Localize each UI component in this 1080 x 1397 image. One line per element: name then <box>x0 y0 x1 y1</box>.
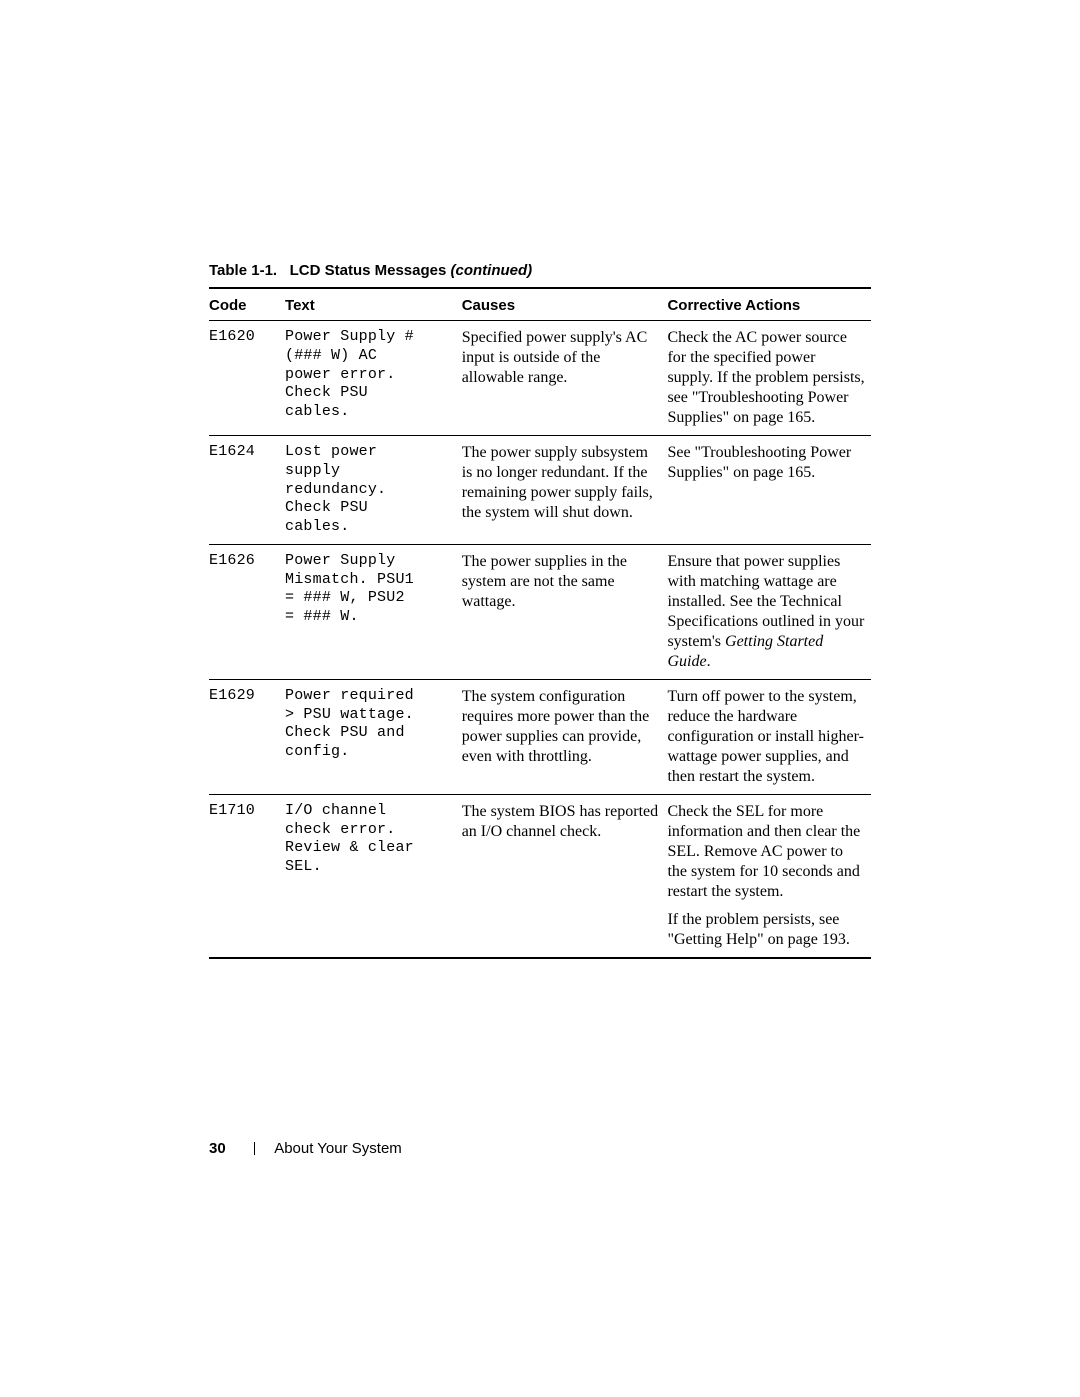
cell-causes: The system BIOS has reported an I/O chan… <box>462 794 668 958</box>
table-caption: Table 1-1. LCD Status Messages (continue… <box>209 262 871 279</box>
cell-action: See "Troubleshooting Power Supplies" on … <box>667 436 871 545</box>
table-row: E1710 I/O channel check error. Review & … <box>209 794 871 958</box>
action-main: Check the SEL for more information and t… <box>667 802 865 902</box>
cell-action: Check the SEL for more information and t… <box>667 794 871 958</box>
cell-causes: The power supplies in the system are not… <box>462 544 668 679</box>
caption-prefix: Table 1-1. <box>209 262 277 279</box>
footer-section: About Your System <box>274 1140 402 1157</box>
table-row: E1626 Power Supply Mismatch. PSU1 = ### … <box>209 544 871 679</box>
page-footer: 30 About Your System <box>209 1140 402 1157</box>
cell-action: Ensure that power supplies with matching… <box>667 544 871 679</box>
cell-action: Turn off power to the system, reduce the… <box>667 679 871 794</box>
cell-text: Power required > PSU wattage. Check PSU … <box>285 679 462 794</box>
page-number: 30 <box>209 1140 226 1157</box>
col-causes: Causes <box>462 288 668 321</box>
table-row: E1629 Power required > PSU wattage. Chec… <box>209 679 871 794</box>
action-extra: If the problem persists, see "Getting He… <box>667 910 865 950</box>
caption-continued: (continued) <box>451 262 533 279</box>
cell-action: Check the AC power source for the specif… <box>667 321 871 436</box>
table-header-row: Code Text Causes Corrective Actions <box>209 288 871 321</box>
col-text: Text <box>285 288 462 321</box>
col-code: Code <box>209 288 285 321</box>
cell-text: Lost power supply redundancy. Check PSU … <box>285 436 462 545</box>
caption-title: LCD Status Messages <box>290 262 447 279</box>
cell-text: I/O channel check error. Review & clear … <box>285 794 462 958</box>
status-messages-table: Code Text Causes Corrective Actions E162… <box>209 287 871 959</box>
cell-causes: Specified power supply's AC input is out… <box>462 321 668 436</box>
cell-code: E1710 <box>209 794 285 958</box>
cell-causes: The system configuration requires more p… <box>462 679 668 794</box>
footer-divider <box>254 1142 255 1155</box>
cell-code: E1629 <box>209 679 285 794</box>
table-row: E1620 Power Supply # (### W) AC power er… <box>209 321 871 436</box>
cell-text: Power Supply Mismatch. PSU1 = ### W, PSU… <box>285 544 462 679</box>
cell-code: E1620 <box>209 321 285 436</box>
col-action: Corrective Actions <box>667 288 871 321</box>
action-suffix: . <box>707 653 711 670</box>
table-row: E1624 Lost power supply redundancy. Chec… <box>209 436 871 545</box>
cell-code: E1624 <box>209 436 285 545</box>
cell-text: Power Supply # (### W) AC power error. C… <box>285 321 462 436</box>
page: Table 1-1. LCD Status Messages (continue… <box>0 0 1080 1397</box>
cell-code: E1626 <box>209 544 285 679</box>
cell-causes: The power supply subsystem is no longer … <box>462 436 668 545</box>
